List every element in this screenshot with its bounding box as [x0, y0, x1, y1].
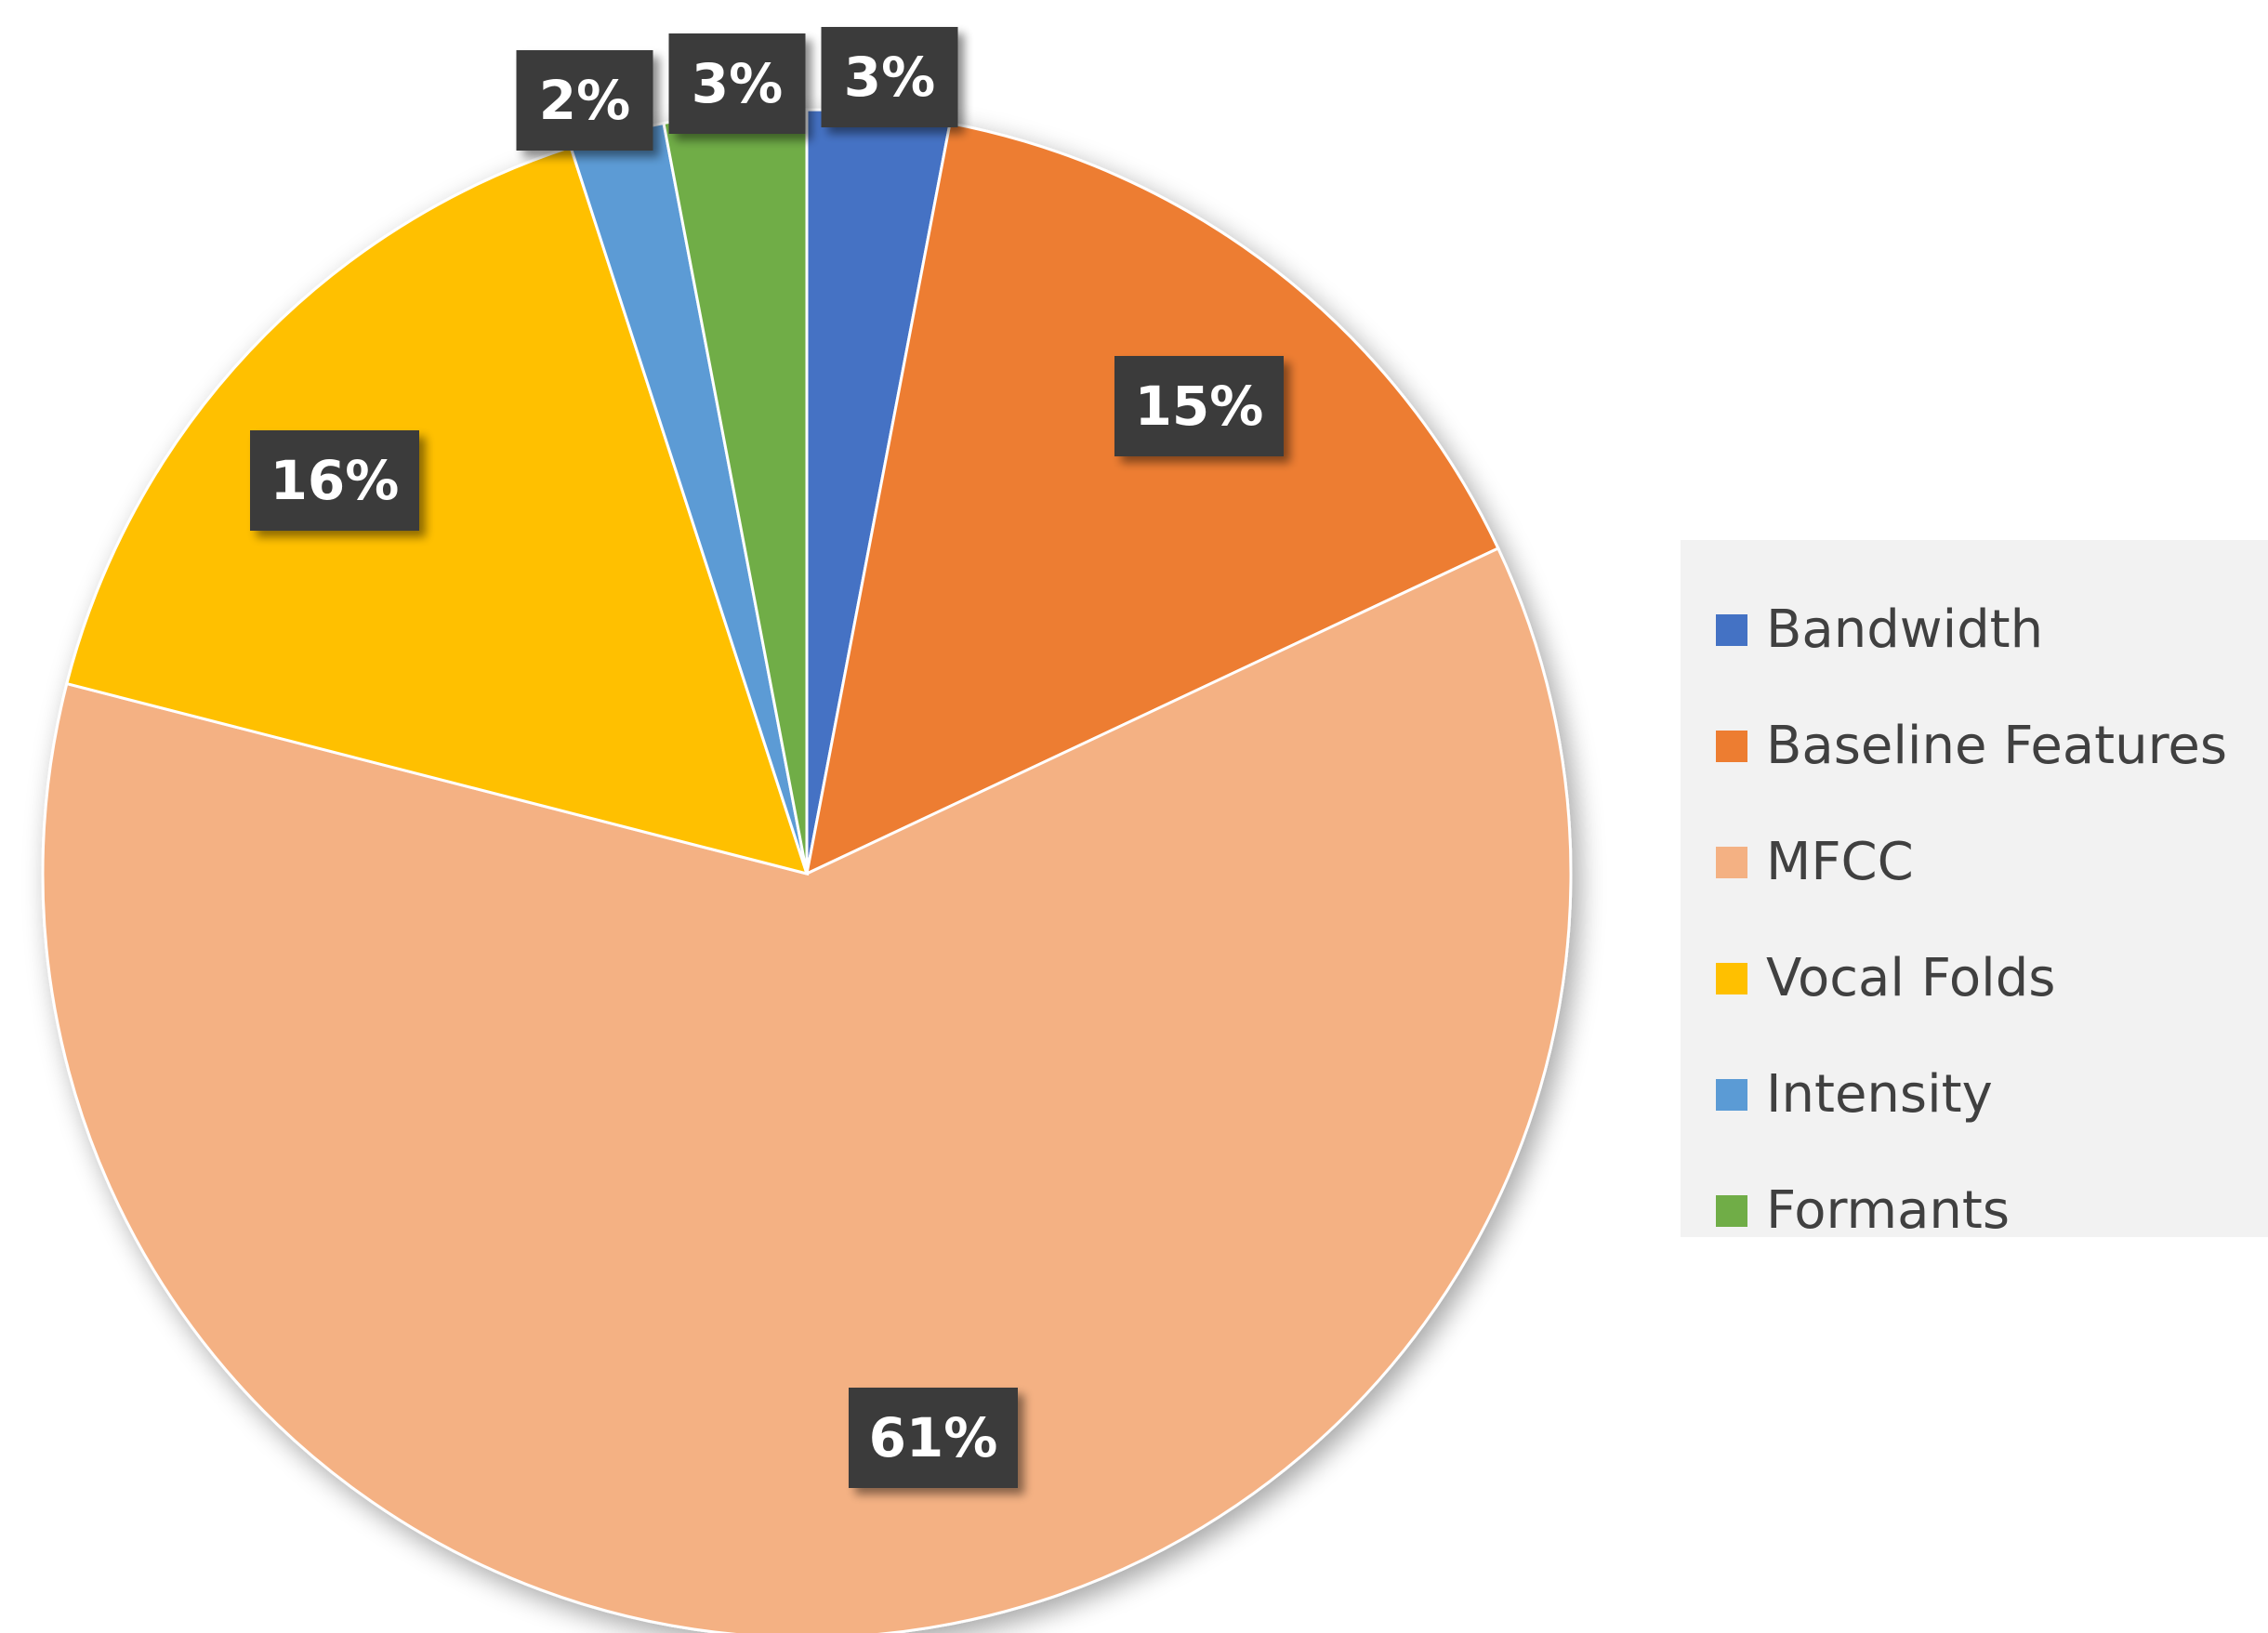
legend-swatch-vocal-folds — [1716, 962, 1747, 994]
data-label-box-vocal-folds — [250, 430, 419, 531]
legend-swatch-mfcc — [1716, 846, 1747, 878]
legend-swatch-intensity — [1716, 1078, 1747, 1111]
data-label-text-formants: 3% — [692, 52, 783, 115]
data-label-text-baseline-features: 15% — [1135, 375, 1264, 438]
legend-swatch-bandwidth — [1716, 613, 1747, 646]
legend-label-vocal-folds: Vocal Folds — [1766, 948, 2056, 1008]
legend-label-intensity: Intensity — [1766, 1064, 1993, 1125]
data-label-text-intensity: 2% — [539, 69, 630, 132]
data-label-intensity: 2% — [516, 50, 653, 151]
pie-slice-vocal-folds — [64, 145, 810, 876]
legend-item-vocal-folds: Vocal Folds — [1681, 920, 2268, 1036]
data-label-text-mfcc: 61% — [869, 1406, 998, 1469]
data-label-bandwidth: 3% — [821, 27, 958, 127]
pie-slices — [41, 108, 1573, 1633]
legend-label-formants: Formants — [1766, 1180, 2011, 1241]
legend-item-mfcc: MFCC — [1681, 804, 2268, 920]
data-label-box-intensity — [516, 50, 653, 151]
data-label-text-vocal-folds: 16% — [270, 449, 400, 512]
data-label-box-baseline-features — [1114, 356, 1284, 456]
chart-legend: Bandwidth Baseline Features MFCC Vocal F… — [1681, 540, 2268, 1241]
data-label-text-bandwidth: 3% — [844, 46, 935, 109]
pie-slice-baseline-features — [804, 121, 1500, 876]
legend-item-intensity: Intensity — [1681, 1036, 2268, 1152]
data-label-box-formants — [668, 33, 806, 134]
legend-label-mfcc: MFCC — [1766, 832, 1914, 892]
legend-swatch-baseline-features — [1716, 730, 1747, 762]
legend-swatch-formants — [1716, 1194, 1747, 1227]
data-label-mfcc: 61% — [849, 1388, 1018, 1488]
legend-item-bandwidth: Bandwidth — [1681, 572, 2268, 688]
legend-label-baseline-features: Baseline Features — [1766, 716, 2228, 776]
data-label-box-mfcc — [849, 1388, 1018, 1488]
data-label-box-bandwidth — [821, 27, 958, 127]
pie-data-labels: 3% 15% 61% 16% 2% 3% — [250, 27, 1284, 1488]
legend-label-bandwidth: Bandwidth — [1766, 599, 2044, 660]
data-label-vocal-folds: 16% — [250, 430, 419, 531]
legend-item-baseline-features: Baseline Features — [1681, 688, 2268, 804]
data-label-formants: 3% — [668, 33, 806, 134]
legend-item-formants: Formants — [1681, 1152, 2268, 1269]
pie-slice-mfcc — [41, 547, 1573, 1633]
data-label-baseline-features: 15% — [1114, 356, 1284, 456]
